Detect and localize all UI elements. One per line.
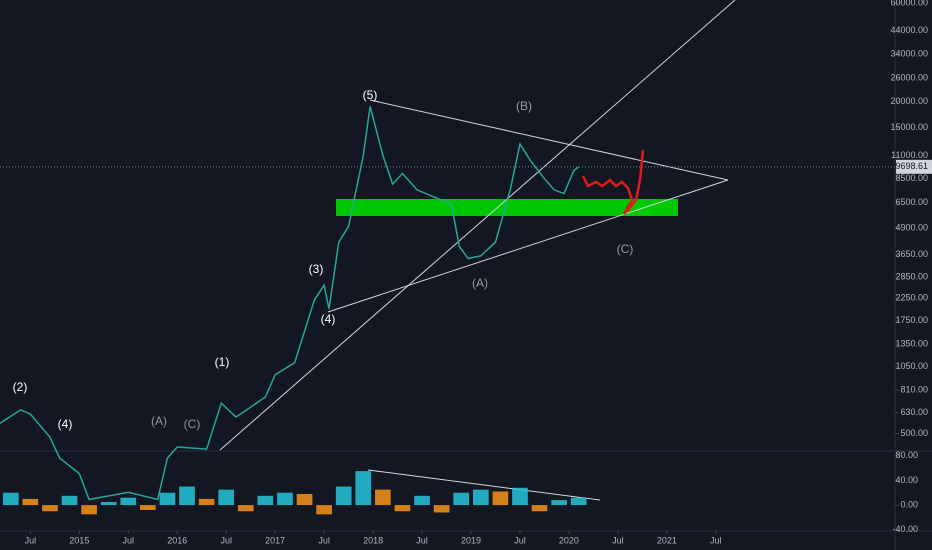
oscillator-bar bbox=[159, 492, 176, 506]
oscillator-bar bbox=[570, 497, 587, 506]
oscillator-bar bbox=[512, 487, 528, 506]
y-tick-label: 44000.00 bbox=[890, 25, 928, 35]
y-tick-label: 20000.00 bbox=[890, 96, 928, 106]
oscillator-bar bbox=[237, 505, 254, 512]
y-tick-label: 1750.00 bbox=[895, 315, 928, 325]
oscillator-bar bbox=[100, 501, 117, 506]
support-zone bbox=[336, 199, 678, 216]
oscillator-bar bbox=[394, 505, 411, 512]
oscillator-bar bbox=[140, 505, 156, 511]
x-tick-label: Jul bbox=[612, 535, 624, 545]
y-tick-label: 60000.00 bbox=[890, 0, 928, 7]
projection-path bbox=[581, 149, 645, 215]
last-price-label: 9698.61 bbox=[895, 161, 928, 171]
x-tick-label: Jul bbox=[514, 535, 526, 545]
oscillator-bar bbox=[316, 505, 332, 515]
oscillator-bar bbox=[198, 498, 215, 506]
oscillator-bar bbox=[335, 486, 352, 506]
wave-label: (1) bbox=[215, 355, 230, 369]
oscillator-bar bbox=[81, 505, 97, 515]
y-tick-label: 630.00 bbox=[900, 407, 928, 417]
oscillator-bar bbox=[472, 489, 489, 506]
price-line bbox=[0, 106, 580, 501]
x-tick-label: 2017 bbox=[265, 535, 285, 545]
x-tick-label: 2016 bbox=[167, 535, 187, 545]
x-tick-label: 2021 bbox=[657, 535, 677, 545]
y-tick-label: 1350.00 bbox=[895, 339, 928, 349]
y-tick-label: 3650.00 bbox=[895, 249, 928, 259]
y-tick-label: 34000.00 bbox=[890, 48, 928, 58]
y-tick-label: 80.00 bbox=[895, 450, 918, 460]
oscillator-bar bbox=[61, 495, 78, 506]
wave-label: (2) bbox=[13, 380, 28, 394]
wave-label: (4) bbox=[321, 312, 336, 326]
wave-label: (C) bbox=[184, 417, 201, 431]
x-tick-label: Jul bbox=[123, 535, 135, 545]
y-tick-label: 8500.00 bbox=[895, 173, 928, 183]
y-tick-label: 4900.00 bbox=[895, 223, 928, 233]
oscillator-bar bbox=[277, 492, 293, 506]
trend-line bbox=[369, 99, 729, 181]
oscillator-bar bbox=[257, 495, 274, 506]
oscillator-bar bbox=[120, 497, 137, 506]
y-tick-label: 500.00 bbox=[900, 428, 928, 438]
y-tick-label: 2850.00 bbox=[895, 271, 928, 281]
oscillator-bar bbox=[179, 486, 195, 506]
oscillator-bar bbox=[492, 491, 509, 506]
oscillator-bar bbox=[433, 505, 450, 513]
x-tick-label: Jul bbox=[416, 535, 428, 545]
wave-label: (5) bbox=[363, 88, 378, 102]
x-tick-label: 2020 bbox=[559, 535, 579, 545]
y-tick-label: 2250.00 bbox=[895, 293, 928, 303]
y-tick-label: -40.00 bbox=[892, 524, 918, 534]
wave-label: (4) bbox=[58, 417, 73, 431]
oscillator-bar bbox=[414, 495, 430, 506]
trend-line bbox=[327, 179, 729, 313]
x-tick-label: Jul bbox=[25, 535, 37, 545]
trend-lines bbox=[219, 0, 736, 501]
trend-line bbox=[219, 0, 736, 451]
y-tick-label: 26000.00 bbox=[890, 73, 928, 83]
wave-label: (A) bbox=[472, 276, 488, 290]
y-tick-label: 1050.00 bbox=[895, 361, 928, 371]
wave-label: (B) bbox=[516, 99, 532, 113]
y-tick-label: 0.00 bbox=[900, 499, 918, 509]
x-tick-label: Jul bbox=[710, 535, 722, 545]
wave-label: (A) bbox=[151, 414, 167, 428]
oscillator-bar bbox=[2, 492, 19, 506]
oscillator-bar bbox=[218, 489, 235, 506]
oscillator-bar bbox=[355, 471, 372, 506]
x-tick-label: Jul bbox=[220, 535, 232, 545]
y-tick-label: 11000.00 bbox=[891, 150, 928, 160]
y-tick-label: 6500.00 bbox=[895, 197, 928, 207]
x-tick-label: 2018 bbox=[363, 535, 383, 545]
oscillator-bar bbox=[531, 505, 548, 512]
oscillator-bar bbox=[22, 498, 39, 506]
oscillator-bar bbox=[375, 489, 391, 506]
oscillator-bar bbox=[453, 492, 470, 506]
y-tick-label: 810.00 bbox=[900, 384, 928, 394]
x-tick-label: 2019 bbox=[461, 535, 481, 545]
last-price-box bbox=[896, 159, 932, 174]
oscillator-bar bbox=[551, 500, 567, 506]
y-tick-label: 40.00 bbox=[895, 475, 918, 485]
oscillator-bar bbox=[42, 505, 58, 512]
x-tick-label: Jul bbox=[318, 535, 330, 545]
y-tick-label: 15000.00 bbox=[890, 122, 928, 132]
oscillator-bar bbox=[296, 493, 313, 506]
wave-label: (C) bbox=[617, 242, 634, 256]
wave-label: (3) bbox=[309, 262, 324, 276]
trend-line bbox=[367, 469, 601, 501]
x-tick-label: 2015 bbox=[69, 535, 89, 545]
